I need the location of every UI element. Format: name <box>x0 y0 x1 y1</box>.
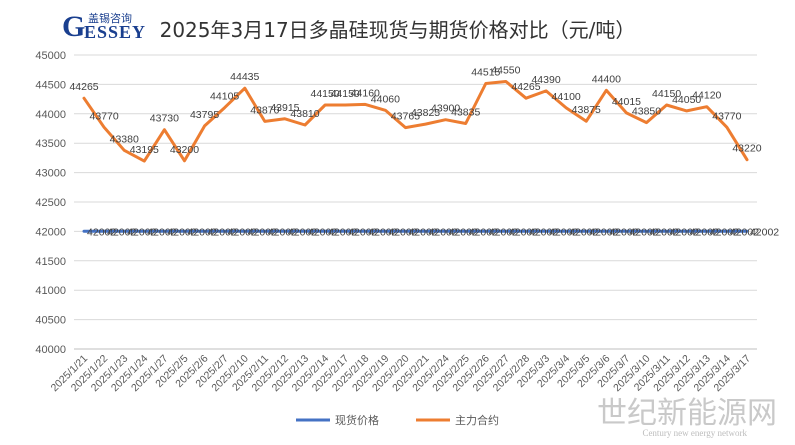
data-label: 42002 <box>127 226 156 238</box>
data-label: 44265 <box>69 81 98 93</box>
data-label: 43870 <box>250 104 279 116</box>
data-label: 42002 <box>187 226 216 238</box>
data-label: 43915 <box>270 102 299 114</box>
data-label: 44515 <box>471 67 500 79</box>
data-label: 43875 <box>572 104 601 116</box>
data-label: 43765 <box>391 111 420 123</box>
data-label: 44105 <box>210 91 239 103</box>
logo-letter: G <box>62 10 86 43</box>
data-label: 44160 <box>351 87 380 99</box>
data-label: 42002 <box>87 226 116 238</box>
gessey-logo: G 盖锡咨询 ESSEY <box>62 8 145 43</box>
logo-subtitle: 盖锡咨询 <box>88 12 132 25</box>
data-label: 44150 <box>311 88 340 100</box>
data-label: 44550 <box>491 64 520 76</box>
data-label: 42002 <box>690 226 719 238</box>
series-lines <box>82 80 749 233</box>
y-tick-label: 42000 <box>35 226 66 238</box>
data-label: 43795 <box>190 109 219 121</box>
data-label: 42002 <box>609 226 638 238</box>
data-label: 42002 <box>228 226 257 238</box>
data-label: 42002 <box>650 226 679 238</box>
data-label: 44150 <box>331 88 360 100</box>
data-label: 42002 <box>388 226 417 238</box>
data-label: 44150 <box>652 88 681 100</box>
data-labels: 4200242002420024200242002420024200242002… <box>69 64 779 238</box>
data-label: 43730 <box>150 113 179 125</box>
watermark: 世纪新能源网 <box>597 396 777 431</box>
data-label: 42002 <box>147 226 176 238</box>
data-label: 43380 <box>110 133 139 145</box>
y-tick-label: 44000 <box>35 109 66 121</box>
data-label: 42002 <box>569 226 598 238</box>
data-label: 42002 <box>529 226 558 238</box>
data-label: 44015 <box>612 96 641 108</box>
y-tick-label: 45000 <box>35 50 66 62</box>
data-label: 42002 <box>750 226 779 238</box>
y-tick-label: 40000 <box>35 344 66 356</box>
data-label: 42002 <box>549 226 578 238</box>
data-label: 42002 <box>429 226 458 238</box>
legend-label-spot: 现货价格 <box>335 413 379 427</box>
logo-wordmark: ESSEY <box>84 22 147 42</box>
data-label: 44400 <box>592 73 621 85</box>
data-label: 43850 <box>632 106 661 118</box>
y-tick-label: 42500 <box>35 197 66 209</box>
data-label: 44050 <box>672 94 701 106</box>
data-label: 43200 <box>170 144 199 156</box>
data-label: 44120 <box>692 90 721 102</box>
y-tick-label: 43500 <box>35 138 66 150</box>
data-label: 42002 <box>368 226 397 238</box>
data-label: 43810 <box>290 108 319 120</box>
data-label: 43220 <box>732 143 761 155</box>
data-label: 42002 <box>328 226 357 238</box>
data-label: 42002 <box>107 226 136 238</box>
data-label: 42002 <box>308 226 337 238</box>
data-label: 44060 <box>371 93 400 105</box>
data-label: 44435 <box>230 71 259 83</box>
data-label: 42002 <box>449 226 478 238</box>
legend-label-futures: 主力合约 <box>455 413 499 427</box>
data-label: 44390 <box>531 74 560 86</box>
y-tick-label: 44500 <box>35 79 66 91</box>
y-tick-label: 40500 <box>35 315 66 327</box>
data-label: 42002 <box>268 226 297 238</box>
data-label: 42002 <box>509 226 538 238</box>
legend: 现货价格 主力合约 <box>296 413 499 427</box>
data-label: 42002 <box>589 226 618 238</box>
data-label: 43825 <box>411 107 440 119</box>
y-tick-label: 41500 <box>35 256 66 268</box>
data-label: 43770 <box>90 110 119 122</box>
data-label: 42002 <box>710 226 739 238</box>
data-label: 42002 <box>629 226 658 238</box>
y-tick-label: 43000 <box>35 168 66 180</box>
data-label: 42002 <box>248 226 277 238</box>
data-label: 42002 <box>348 226 377 238</box>
data-label: 42002 <box>288 226 317 238</box>
data-label: 42002 <box>408 226 437 238</box>
chart-title: 2025年3月17日多晶硅现货与期货价格对比（元/吨） <box>159 18 636 42</box>
data-label: 43770 <box>712 110 741 122</box>
series-line-futures <box>82 80 749 163</box>
data-label: 42002 <box>208 226 237 238</box>
data-label: 42002 <box>489 226 518 238</box>
data-label: 44265 <box>511 81 540 93</box>
data-label: 42002 <box>167 226 196 238</box>
data-label: 43900 <box>431 103 460 115</box>
y-tick-label: 41000 <box>35 285 66 297</box>
data-label: 43835 <box>451 107 480 119</box>
y-axis: 40000 40500 41000 41500 42000 42500 43000 43500… <box>35 50 66 356</box>
data-label: 42002 <box>730 226 759 238</box>
watermark-subtitle: Century new energy network <box>642 428 747 438</box>
data-label: 44100 <box>552 91 581 103</box>
data-label: 43195 <box>130 144 159 156</box>
data-label: 42002 <box>469 226 498 238</box>
data-label: 42002 <box>670 226 699 238</box>
